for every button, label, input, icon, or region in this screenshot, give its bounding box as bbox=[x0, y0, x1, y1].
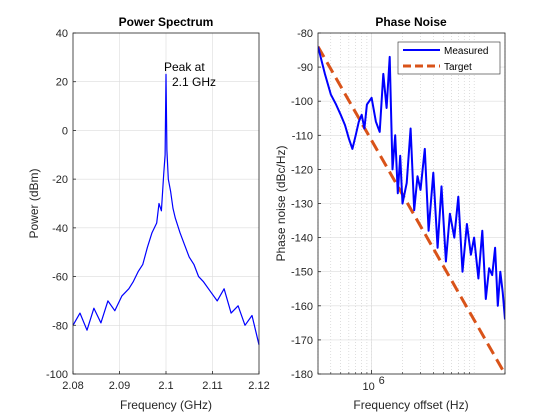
phase-noise-chart: 10 6 -180 -170 -160 -150 -140 -130 -120 -110 -100 -… bbox=[274, 15, 506, 412]
y-tick-label: -20 bbox=[52, 174, 68, 186]
power-spectrum-title: Power Spectrum bbox=[119, 15, 214, 29]
legend-label-target: Target bbox=[444, 62, 472, 73]
y-tick-label: -160 bbox=[291, 301, 313, 313]
y-tick-label: -100 bbox=[291, 96, 313, 108]
y-tick-label: -110 bbox=[292, 130, 313, 142]
peak-annotation-line1: Peak at bbox=[164, 60, 205, 74]
y-tick-label: 20 bbox=[56, 77, 68, 89]
x-tick-label: 2.11 bbox=[202, 380, 223, 392]
y-tick-label: -80 bbox=[52, 320, 68, 332]
phase-noise-xlabel: Frequency offset (Hz) bbox=[353, 398, 468, 412]
measured-series-line bbox=[318, 46, 505, 320]
y-tick-label: 40 bbox=[56, 28, 68, 40]
power-spectrum-ylabel: Power (dBm) bbox=[27, 168, 41, 238]
x-tick-label-exponent: 6 bbox=[379, 375, 385, 387]
y-tick-label: -120 bbox=[291, 164, 313, 176]
legend-box bbox=[397, 41, 501, 75]
phase-noise-ylabel: Phase noise (dBc/Hz) bbox=[274, 145, 288, 261]
target-series-line bbox=[318, 45, 505, 374]
y-tick-label: -150 bbox=[291, 267, 313, 279]
phase-noise-legend: Measured Target bbox=[397, 41, 501, 75]
power-spectrum-lines bbox=[72, 73, 260, 345]
power-spectrum-xlabel: Frequency (GHz) bbox=[120, 398, 212, 412]
phase-noise-lines bbox=[318, 45, 505, 374]
x-tick-label-base: 10 bbox=[362, 381, 374, 393]
peak-annotation-line2: 2.1 GHz bbox=[172, 75, 216, 89]
power-spectrum-ticks: 2.08 2.09 2.1 2.11 2.12 -100 -80 -60 -40 -20 0 20 40 bbox=[46, 28, 270, 392]
phase-noise-title: Phase Noise bbox=[375, 15, 447, 29]
phase-noise-ticks: 10 6 -180 -170 -160 -150 -140 -130 -120 -110 -100 -… bbox=[291, 28, 506, 393]
y-tick-label: -180 bbox=[291, 369, 313, 381]
x-tick-label: 2.1 bbox=[158, 380, 173, 392]
y-tick-label: 0 bbox=[62, 125, 68, 137]
y-tick-label: -140 bbox=[291, 233, 313, 245]
y-tick-label: -170 bbox=[291, 335, 313, 347]
y-tick-label: -40 bbox=[52, 223, 68, 235]
y-tick-label: -80 bbox=[297, 28, 313, 40]
y-tick-label: -90 bbox=[297, 62, 313, 74]
power-spectrum-chart: 2.08 2.09 2.1 2.11 2.12 -100 -80 -60 -40 -20 0 20 40… bbox=[27, 15, 270, 412]
x-tick-label: 2.08 bbox=[62, 380, 83, 392]
y-tick-label: -100 bbox=[46, 369, 68, 381]
legend-label-measured: Measured bbox=[444, 46, 488, 57]
x-tick-label: 2.12 bbox=[248, 380, 269, 392]
y-tick-label: -60 bbox=[52, 272, 68, 284]
spectrum-series-line bbox=[72, 73, 260, 345]
x-tick-label: 2.09 bbox=[109, 380, 130, 392]
y-tick-label: -130 bbox=[291, 199, 313, 211]
